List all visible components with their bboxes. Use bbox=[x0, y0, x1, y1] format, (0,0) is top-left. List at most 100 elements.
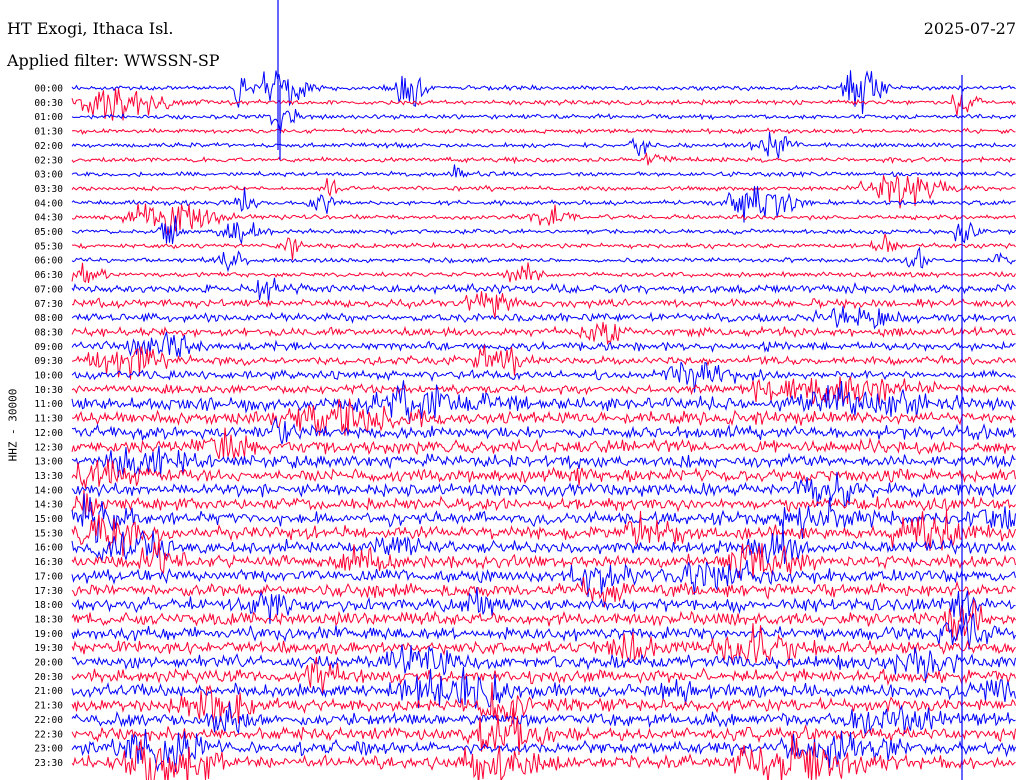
seismic-trace bbox=[71, 88, 1016, 121]
trace-time-label: 23:00 bbox=[34, 744, 63, 755]
seismic-trace bbox=[71, 587, 1016, 624]
trace-time-label: 16:30 bbox=[34, 557, 63, 568]
trace-time-label: 08:30 bbox=[34, 327, 63, 338]
trace-time-label: 10:00 bbox=[34, 371, 63, 382]
trace-time-label: 03:00 bbox=[34, 170, 63, 181]
trace-time-label: 11:00 bbox=[34, 399, 63, 410]
trace-time-label: 01:30 bbox=[34, 127, 63, 138]
seismic-trace bbox=[71, 174, 1016, 209]
seismic-trace bbox=[71, 291, 1016, 318]
trace-time-label: 15:30 bbox=[34, 528, 63, 539]
seismic-trace bbox=[71, 576, 1016, 608]
seismic-trace bbox=[71, 151, 1016, 166]
seismic-trace bbox=[71, 612, 1016, 650]
seismic-trace bbox=[71, 598, 1016, 641]
trace-time-label: 12:30 bbox=[34, 442, 63, 453]
seismic-trace bbox=[71, 361, 1016, 393]
seismic-trace bbox=[71, 322, 1016, 346]
trace-time-label: 22:30 bbox=[34, 729, 63, 740]
trace-time-label: 13:30 bbox=[34, 471, 63, 482]
trace-time-label: 18:30 bbox=[34, 614, 63, 625]
seismic-trace bbox=[71, 644, 1016, 684]
seismic-trace bbox=[71, 682, 1016, 724]
seismic-trace bbox=[71, 458, 1016, 489]
seismic-trace bbox=[71, 375, 1016, 406]
seismic-trace bbox=[71, 277, 1016, 304]
seismic-trace bbox=[71, 427, 1016, 460]
trace-time-label: 20:30 bbox=[34, 672, 63, 683]
trace-time-label: 02:30 bbox=[34, 155, 63, 166]
trace-time-label: 16:00 bbox=[34, 543, 63, 554]
seismic-trace bbox=[71, 471, 1016, 508]
trace-time-label: 02:00 bbox=[34, 141, 63, 152]
trace-time-label: 05:30 bbox=[34, 241, 63, 252]
seismic-trace bbox=[71, 539, 1016, 580]
seismic-trace bbox=[71, 524, 1016, 565]
seismic-trace bbox=[71, 127, 1016, 135]
seismic-trace bbox=[71, 380, 1016, 424]
trace-time-label: 00:00 bbox=[34, 84, 63, 95]
trace-time-label: 08:00 bbox=[34, 313, 63, 324]
trace-time-label: 13:00 bbox=[34, 457, 63, 468]
trace-time-label: 04:30 bbox=[34, 213, 63, 224]
trace-time-label: 00:30 bbox=[34, 98, 63, 109]
seismic-trace bbox=[71, 215, 1016, 246]
trace-time-label: 14:00 bbox=[34, 485, 63, 496]
seismic-trace bbox=[71, 186, 1016, 223]
trace-time-label: 06:30 bbox=[34, 270, 63, 281]
trace-time-label: 15:00 bbox=[34, 514, 63, 525]
seismic-trace bbox=[71, 728, 1016, 773]
seismic-trace bbox=[71, 70, 1016, 115]
trace-time-label: 01:00 bbox=[34, 112, 63, 123]
trace-time-label: 19:00 bbox=[34, 629, 63, 640]
seismic-trace bbox=[71, 203, 1016, 236]
seismic-trace bbox=[71, 398, 1016, 436]
seismic-trace bbox=[71, 623, 1016, 666]
trace-time-label: 19:30 bbox=[34, 643, 63, 654]
seismic-trace bbox=[71, 331, 1016, 358]
seismic-trace bbox=[71, 666, 1016, 709]
trace-time-label: 06:00 bbox=[34, 256, 63, 267]
seismic-trace bbox=[71, 493, 1016, 544]
trace-time-label: 05:00 bbox=[34, 227, 63, 238]
trace-time-label: 07:00 bbox=[34, 284, 63, 295]
trace-time-label: 18:00 bbox=[34, 600, 63, 611]
trace-time-label: 17:00 bbox=[34, 571, 63, 582]
seismic-trace bbox=[71, 344, 1016, 380]
trace-time-label: 23:30 bbox=[34, 758, 63, 769]
seismic-trace bbox=[71, 559, 1016, 598]
trace-time-label: 20:00 bbox=[34, 658, 63, 669]
seismic-trace bbox=[71, 233, 1016, 261]
seismic-trace bbox=[71, 489, 1016, 517]
trace-time-label: 07:30 bbox=[34, 299, 63, 310]
trace-time-label: 21:30 bbox=[34, 701, 63, 712]
date-label: 2025-07-27 bbox=[923, 19, 1016, 38]
seismic-trace bbox=[71, 510, 1016, 557]
trace-time-label: 09:30 bbox=[34, 356, 63, 367]
seismic-trace bbox=[71, 131, 1016, 159]
seismic-trace bbox=[71, 262, 1016, 283]
trace-time-label: 11:30 bbox=[34, 414, 63, 425]
seismic-trace bbox=[71, 702, 1016, 737]
seismic-trace bbox=[71, 108, 1016, 134]
trace-time-label: 22:00 bbox=[34, 715, 63, 726]
trace-time-label: 21:00 bbox=[34, 686, 63, 697]
station-title: HT Exogi, Ithaca Isl. bbox=[7, 19, 174, 38]
seismic-trace bbox=[71, 417, 1016, 445]
trace-time-label: 17:30 bbox=[34, 586, 63, 597]
trace-time-label: 12:00 bbox=[34, 428, 63, 439]
filter-subtitle: Applied filter: WWSSN-SP bbox=[7, 51, 220, 70]
trace-time-label: 10:30 bbox=[34, 385, 63, 396]
seismic-trace bbox=[71, 657, 1016, 694]
trace-time-label: 09:00 bbox=[34, 342, 63, 353]
seismic-trace bbox=[71, 736, 1016, 780]
seismic-trace bbox=[71, 445, 1016, 478]
trace-time-label: 04:00 bbox=[34, 198, 63, 209]
trace-time-label: 03:30 bbox=[34, 184, 63, 195]
seismic-trace bbox=[71, 246, 1016, 273]
seismic-trace bbox=[71, 306, 1016, 330]
trace-time-label: 14:30 bbox=[34, 500, 63, 511]
seismic-trace bbox=[71, 164, 1016, 179]
